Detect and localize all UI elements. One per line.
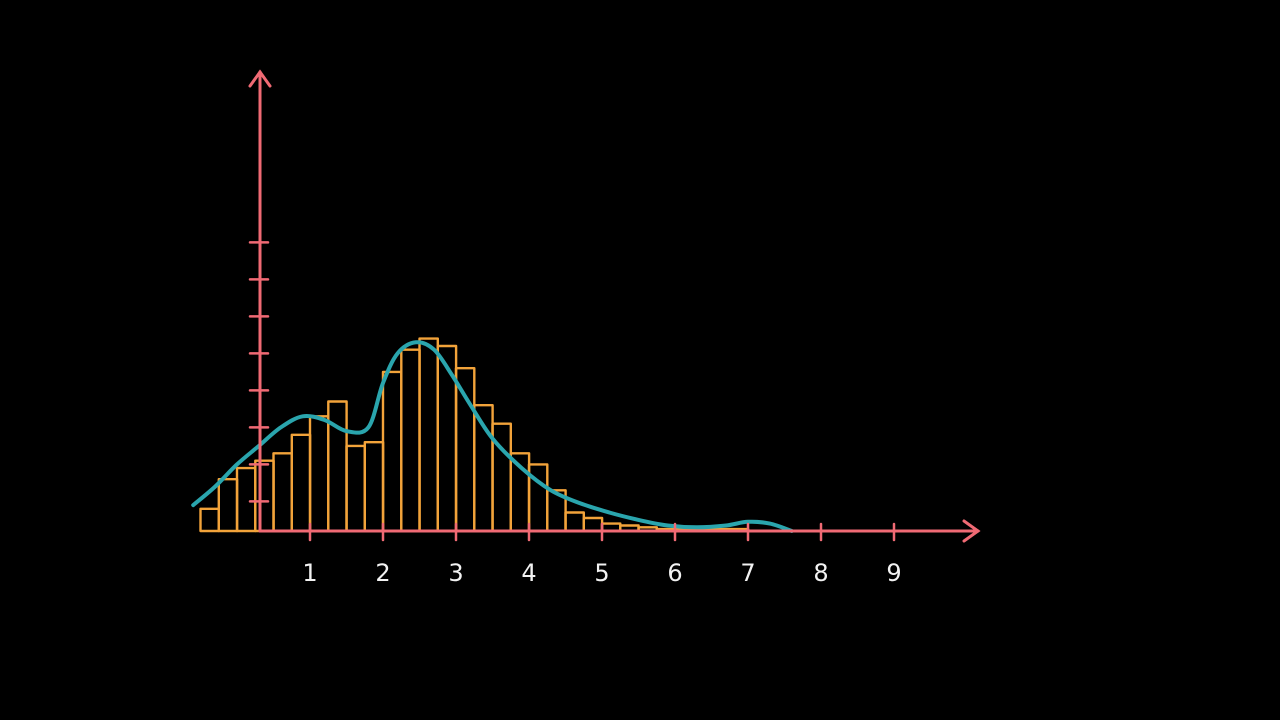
histogram-bar (199, 507, 220, 533)
density-curve-layer (191, 340, 794, 533)
x-tick-label: 8 (813, 559, 828, 587)
histogram-bar (418, 337, 439, 533)
histogram-bar (272, 452, 293, 533)
histogram-bar (345, 444, 366, 533)
histogram-bar (564, 511, 585, 533)
histogram-bar (381, 370, 403, 533)
x-axis-arrow (962, 519, 981, 543)
x-tick-label: 2 (375, 559, 390, 587)
x-tick-label: 5 (594, 559, 609, 587)
histogram-bar (363, 441, 385, 533)
histogram-bar (290, 433, 312, 533)
histogram-bars (199, 337, 750, 533)
histogram-bar (254, 459, 275, 533)
axes (248, 69, 981, 543)
x-tick-label: 6 (667, 559, 682, 587)
histogram-bar (308, 415, 330, 533)
x-tick-label: 9 (886, 559, 901, 587)
y-axis-arrow (248, 69, 272, 88)
x-tick-label: 4 (521, 559, 536, 587)
density-curve (191, 340, 794, 533)
x-tick-label: 3 (448, 559, 463, 587)
x-tick-label: 1 (302, 559, 317, 587)
histogram-bar (400, 348, 421, 533)
histogram-bar (217, 478, 239, 533)
histogram-bar (235, 466, 257, 533)
histogram-bar (582, 516, 604, 533)
x-tick-label: 7 (740, 559, 755, 587)
x-tick-labels: 1 2 3 4 5 6 7 8 9 (302, 559, 901, 587)
